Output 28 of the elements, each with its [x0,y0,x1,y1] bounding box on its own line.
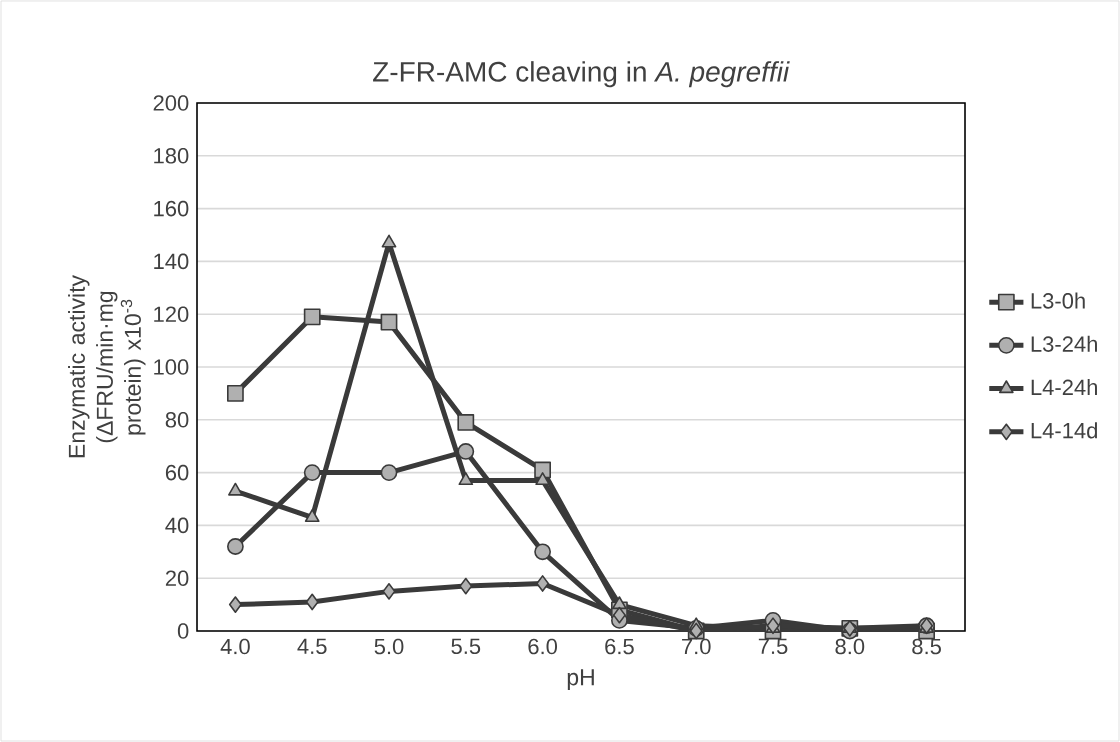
legend-label: L3-0h [1031,292,1085,309]
x-tick-label: 7.5 [758,638,788,655]
y-tick-label: 180 [154,148,189,164]
x-tick-label: 7.0 [682,638,711,655]
y-tick-label: 20 [165,570,189,586]
y-tick-label: 140 [154,253,189,270]
legend-label: L4-24h [1031,378,1097,395]
y-tick-label: 160 [154,200,189,217]
x-tick-label: 5.0 [374,638,404,655]
legend-label: L4-14d [1031,422,1097,439]
x-tick-label: 5.5 [451,638,481,655]
x-axis-title: pH [567,669,594,690]
y-tick-label: 40 [165,517,189,534]
y-tick-label: 100 [154,359,189,375]
y-tick-label: 120 [154,306,189,322]
x-tick-label: 4.5 [297,638,327,655]
x-tick-label: 6.0 [528,638,558,655]
y-tick-label: 80 [165,412,189,428]
x-tick-label: 6.5 [605,638,634,655]
x-tick-label: 8.5 [912,638,941,655]
y-tick-label: 0 [177,623,189,639]
y-axis-title: Enzymatic activity (ΔFRU/min·mg protein) x10$^{-3}$ [68,275,146,458]
legend-label: L3-24h [1031,335,1097,352]
y-tick-label: 60 [165,464,189,481]
x-tick-label: 8.0 [835,638,865,655]
y-tick-label: 200 [153,95,189,111]
chart-title: Z-FR-AMC cleaving in A. pegreffii [373,61,790,88]
x-tick-label: 4.0 [220,638,250,655]
